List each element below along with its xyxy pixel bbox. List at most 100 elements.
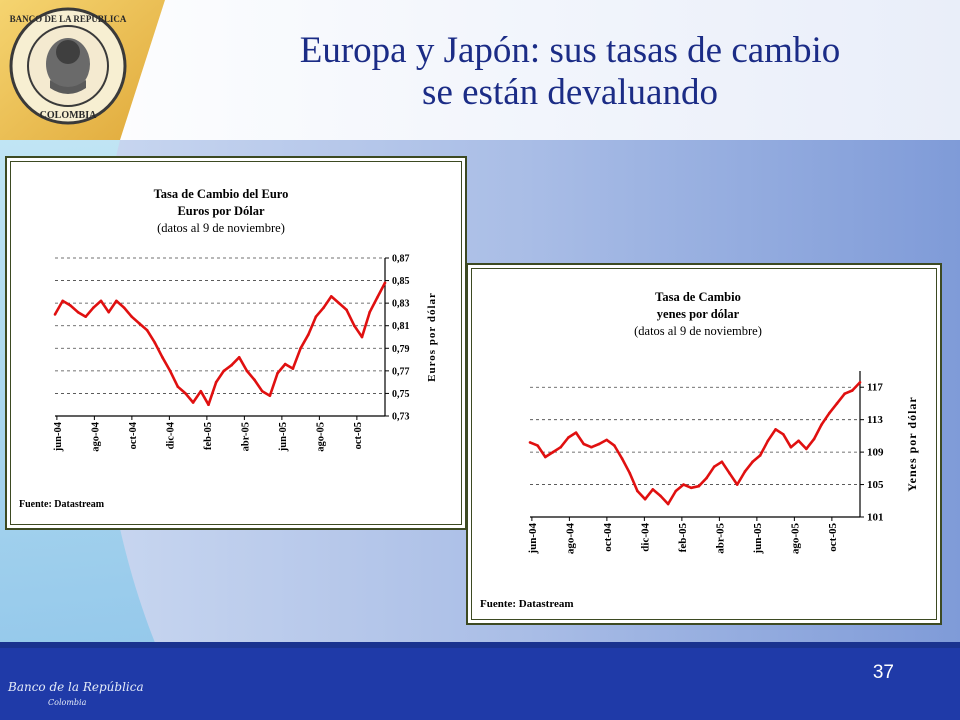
data-point	[666, 502, 670, 506]
data-point	[122, 306, 126, 309]
data-point	[214, 380, 218, 384]
data-point	[643, 497, 647, 501]
data-point	[368, 310, 371, 314]
data-point	[574, 431, 578, 434]
y-tick-label: 117	[867, 382, 883, 394]
series-line	[53, 282, 387, 406]
x-tick-label: abr-05	[240, 422, 251, 451]
data-point	[797, 439, 800, 443]
x-tick-label: ago-04	[90, 421, 101, 451]
series-line	[529, 381, 861, 506]
yen-chart-panel: Tasa de Cambio yenes por dólar (datos al 9…	[466, 263, 942, 625]
data-point	[728, 471, 731, 475]
data-point	[620, 457, 624, 460]
y-tick-label: 0,77	[392, 366, 410, 377]
data-point	[613, 444, 616, 447]
data-point	[329, 295, 333, 298]
x-tick-label: dic-04	[639, 523, 651, 552]
data-point	[551, 450, 555, 454]
data-point	[659, 494, 662, 498]
data-point	[536, 444, 539, 447]
chart-title-line: Tasa de Cambio del Euro	[154, 187, 289, 201]
chart-title-line: Euros por Dólar	[177, 204, 265, 218]
x-tick-label: ago-05	[789, 523, 801, 555]
footer-logo-subtext: Colombia	[48, 698, 87, 707]
data-point	[176, 385, 180, 388]
euro-exchange-rate-chart: Tasa de Cambio del Euro Euros por Dólar (d…	[19, 187, 438, 510]
yen-exchange-rate-chart: Tasa de Cambio yenes por dólar (datos al 9…	[480, 290, 919, 610]
data-point	[766, 439, 770, 443]
slide-number: 37	[872, 662, 894, 683]
chart-title-line: Tasa de Cambio	[655, 290, 741, 304]
footer-logo-text: Banco de la República	[8, 680, 144, 694]
data-point	[636, 489, 639, 493]
data-point	[804, 447, 808, 451]
data-point	[314, 315, 318, 318]
y-tick-label: 113	[867, 414, 883, 426]
x-tick-label: dic-04	[165, 421, 176, 449]
y-axis-label: Yenes por dólar	[905, 396, 919, 491]
chart-source-note: Fuente: Datastream	[19, 499, 105, 510]
data-point	[245, 369, 249, 373]
data-point	[322, 306, 325, 309]
data-point	[820, 423, 823, 426]
y-tick-label: 0,79	[392, 344, 410, 355]
data-point	[697, 484, 701, 488]
chart-title-line: (datos al 9 de noviembre)	[634, 324, 762, 338]
euro-chart-panel: Tasa de Cambio del Euro Euros por Dólar (d…	[5, 156, 467, 530]
data-point	[199, 389, 203, 393]
data-point	[84, 315, 87, 318]
data-point	[720, 460, 724, 464]
data-point	[689, 486, 693, 490]
x-tick-label: jun-04	[53, 421, 64, 452]
data-point	[291, 367, 295, 370]
x-tick-label: oct-04	[602, 523, 614, 552]
data-point	[61, 299, 64, 303]
data-point	[237, 356, 241, 359]
data-point	[99, 299, 103, 303]
data-point	[774, 428, 777, 431]
x-tick-label: jun-05	[752, 523, 764, 555]
data-point	[115, 299, 118, 303]
data-point	[168, 369, 172, 373]
y-tick-label: 0,83	[392, 299, 410, 310]
data-point	[360, 335, 364, 339]
data-point	[843, 392, 846, 396]
y-tick-label: 0,81	[392, 321, 410, 332]
data-point	[92, 306, 95, 309]
data-point	[191, 401, 195, 404]
slide-title-line-2: se están devaluando	[422, 72, 718, 113]
data-point	[230, 363, 233, 367]
data-point	[153, 341, 157, 344]
data-point	[758, 454, 762, 457]
data-point	[590, 445, 593, 449]
data-point	[138, 322, 141, 325]
data-point	[376, 296, 379, 299]
data-point	[705, 476, 708, 480]
data-point	[828, 411, 831, 415]
data-point	[260, 389, 264, 393]
data-point	[161, 356, 164, 359]
y-tick-label: 0,87	[392, 254, 410, 265]
data-point	[207, 403, 210, 407]
svg-text:COLOMBIA: COLOMBIA	[40, 110, 97, 121]
data-point	[582, 442, 586, 446]
y-tick-label: 0,75	[392, 389, 410, 400]
slide-title: Europa y Japón: sus tasas de cambio se e…	[190, 30, 950, 114]
y-axis-label: Euros por dólar	[426, 292, 438, 382]
data-point	[353, 324, 356, 328]
x-tick-label: ago-04	[564, 523, 576, 555]
data-point	[597, 442, 601, 446]
data-point	[345, 308, 348, 312]
x-tick-label: jun-04	[527, 523, 539, 555]
data-point	[751, 460, 754, 464]
slide-title-line-1: Europa y Japón: sus tasas de cambio	[299, 30, 841, 71]
data-point	[107, 310, 111, 314]
data-point	[674, 489, 678, 493]
data-point	[145, 328, 149, 332]
data-point	[528, 441, 532, 444]
y-tick-label: 109	[867, 447, 884, 459]
data-point	[76, 310, 80, 314]
chart-title-line: yenes por dólar	[657, 307, 740, 321]
data-point	[605, 438, 609, 442]
